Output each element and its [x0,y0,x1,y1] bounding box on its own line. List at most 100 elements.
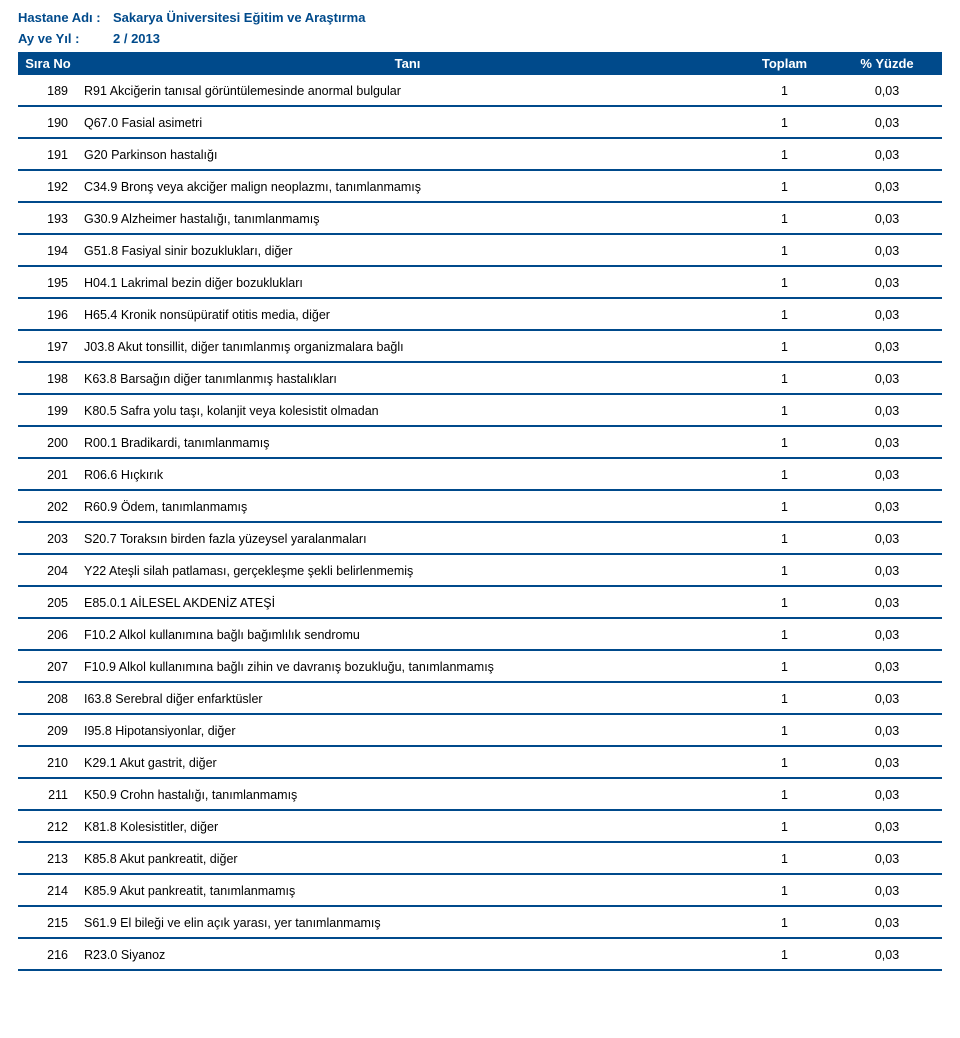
cell-no: 194 [18,244,78,258]
cell-desc: R91 Akciğerin tanısal görüntülemesinde a… [78,84,737,98]
table-row: 206F10.2 Alkol kullanımına bağlı bağımlı… [18,619,942,651]
cell-total: 1 [737,276,832,290]
cell-no: 193 [18,212,78,226]
cell-no: 191 [18,148,78,162]
cell-desc: H65.4 Kronik nonsüpüratif otitis media, … [78,308,737,322]
cell-desc: K81.8 Kolesistitler, diğer [78,820,737,834]
cell-no: 215 [18,916,78,930]
cell-total: 1 [737,340,832,354]
cell-desc: F10.2 Alkol kullanımına bağlı bağımlılık… [78,628,737,642]
table-row: 212K81.8 Kolesistitler, diğer10,03 [18,811,942,843]
cell-pct: 0,03 [832,916,942,930]
hospital-meta: Hastane Adı : Sakarya Üniversitesi Eğiti… [18,10,942,25]
cell-desc: K29.1 Akut gastrit, diğer [78,756,737,770]
table-row: 199K80.5 Safra yolu taşı, kolanjit veya … [18,395,942,427]
cell-pct: 0,03 [832,84,942,98]
cell-desc: J03.8 Akut tonsillit, diğer tanımlanmış … [78,340,737,354]
cell-total: 1 [737,852,832,866]
cell-desc: F10.9 Alkol kullanımına bağlı zihin ve d… [78,660,737,674]
header-total: Toplam [737,52,832,75]
cell-desc: I95.8 Hipotansiyonlar, diğer [78,724,737,738]
cell-pct: 0,03 [832,468,942,482]
cell-pct: 0,03 [832,340,942,354]
cell-desc: K63.8 Barsağın diğer tanımlanmış hastalı… [78,372,737,386]
cell-desc: R00.1 Bradikardi, tanımlanmamış [78,436,737,450]
cell-pct: 0,03 [832,372,942,386]
cell-no: 199 [18,404,78,418]
table-row: 203S20.7 Toraksın birden fazla yüzeysel … [18,523,942,555]
cell-pct: 0,03 [832,180,942,194]
cell-total: 1 [737,84,832,98]
cell-pct: 0,03 [832,276,942,290]
cell-no: 195 [18,276,78,290]
period-value: 2 / 2013 [113,31,160,46]
cell-no: 213 [18,852,78,866]
cell-no: 189 [18,84,78,98]
cell-total: 1 [737,692,832,706]
cell-no: 198 [18,372,78,386]
cell-desc: K80.5 Safra yolu taşı, kolanjit veya kol… [78,404,737,418]
cell-desc: S20.7 Toraksın birden fazla yüzeysel yar… [78,532,737,546]
cell-pct: 0,03 [832,884,942,898]
cell-total: 1 [737,596,832,610]
cell-pct: 0,03 [832,564,942,578]
cell-total: 1 [737,756,832,770]
cell-desc: Y22 Ateşli silah patlaması, gerçekleşme … [78,564,737,578]
cell-pct: 0,03 [832,756,942,770]
cell-pct: 0,03 [832,308,942,322]
table-row: 194G51.8 Fasiyal sinir bozuklukları, diğ… [18,235,942,267]
cell-total: 1 [737,564,832,578]
cell-desc: G20 Parkinson hastalığı [78,148,737,162]
period-label: Ay ve Yıl : [18,31,113,46]
cell-no: 205 [18,596,78,610]
cell-no: 192 [18,180,78,194]
cell-total: 1 [737,532,832,546]
table-row: 189R91 Akciğerin tanısal görüntülemesind… [18,75,942,107]
table-row: 209I95.8 Hipotansiyonlar, diğer10,03 [18,715,942,747]
cell-desc: H04.1 Lakrimal bezin diğer bozuklukları [78,276,737,290]
cell-no: 216 [18,948,78,962]
cell-no: 196 [18,308,78,322]
cell-desc: E85.0.1 AİLESEL AKDENİZ ATEŞİ [78,596,737,610]
cell-no: 210 [18,756,78,770]
hospital-value: Sakarya Üniversitesi Eğitim ve Araştırma [113,10,365,25]
cell-total: 1 [737,500,832,514]
cell-desc: G30.9 Alzheimer hastalığı, tanımlanmamış [78,212,737,226]
table-row: 215S61.9 El bileği ve elin açık yarası, … [18,907,942,939]
cell-pct: 0,03 [832,436,942,450]
cell-total: 1 [737,148,832,162]
cell-no: 201 [18,468,78,482]
cell-total: 1 [737,180,832,194]
cell-total: 1 [737,116,832,130]
cell-pct: 0,03 [832,948,942,962]
cell-desc: S61.9 El bileği ve elin açık yarası, yer… [78,916,737,930]
cell-total: 1 [737,372,832,386]
cell-total: 1 [737,404,832,418]
table-row: 197J03.8 Akut tonsillit, diğer tanımlanm… [18,331,942,363]
table-row: 216R23.0 Siyanoz10,03 [18,939,942,971]
hospital-label: Hastane Adı : [18,10,113,25]
cell-pct: 0,03 [832,244,942,258]
table-row: 200R00.1 Bradikardi, tanımlanmamış10,03 [18,427,942,459]
cell-no: 214 [18,884,78,898]
header-no: Sıra No [18,52,78,75]
cell-total: 1 [737,916,832,930]
cell-total: 1 [737,788,832,802]
header-pct: % Yüzde [832,52,942,75]
cell-pct: 0,03 [832,212,942,226]
table-row: 192C34.9 Bronş veya akciğer malign neopl… [18,171,942,203]
cell-pct: 0,03 [832,692,942,706]
cell-no: 202 [18,500,78,514]
cell-desc: R23.0 Siyanoz [78,948,737,962]
cell-no: 211 [18,788,78,802]
cell-pct: 0,03 [832,628,942,642]
cell-total: 1 [737,244,832,258]
cell-total: 1 [737,884,832,898]
cell-no: 200 [18,436,78,450]
table-row: 213K85.8 Akut pankreatit, diğer10,03 [18,843,942,875]
cell-pct: 0,03 [832,116,942,130]
cell-desc: G51.8 Fasiyal sinir bozuklukları, diğer [78,244,737,258]
cell-total: 1 [737,436,832,450]
cell-no: 206 [18,628,78,642]
table-row: 196H65.4 Kronik nonsüpüratif otitis medi… [18,299,942,331]
